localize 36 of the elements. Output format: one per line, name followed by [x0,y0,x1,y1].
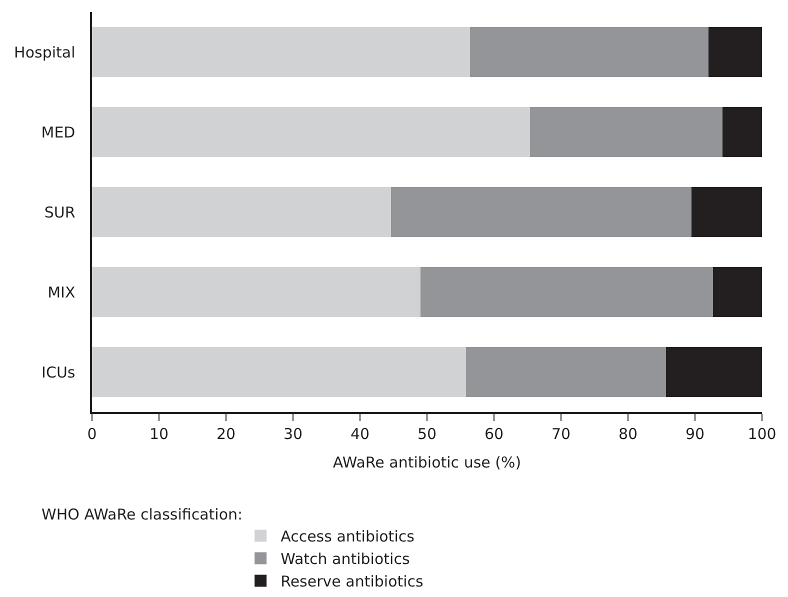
bar [708,27,762,77]
x-tick-label: 80 [618,424,638,443]
y-tick-label: MED [41,123,76,142]
bar [92,347,466,397]
bar [530,107,722,157]
y-tick-label: SUR [44,203,76,222]
bar [713,267,762,317]
bar [390,187,692,237]
bar [92,27,470,77]
bar [92,187,391,237]
y-tick-label: ICUs [42,363,76,382]
x-tick-label: 0 [87,424,97,443]
bar [692,187,762,237]
x-axis-title: AWaRe antibiotic use (%) [332,453,522,472]
bar [92,267,420,317]
bar [722,107,762,157]
x-tick-label: 20 [216,424,236,443]
x-tick-label: 10 [149,424,169,443]
y-tick-label: Hospital [14,43,76,62]
legend-title: WHO AWaRe classification: [42,506,243,524]
legend-label: Access antibiotics [280,528,415,546]
bar [92,107,530,157]
y-tick-label: MIX [48,283,76,302]
bar [470,27,708,77]
x-tick-label: 90 [685,424,705,443]
bar [466,347,666,397]
x-tick-label: 70 [551,424,571,443]
x-tick-label: 40 [350,424,370,443]
legend-label: Reserve antibiotics [280,572,424,591]
x-tick-label: 100 [748,424,776,443]
legend-label: Watch antibiotics [280,550,410,568]
bar [420,267,714,317]
bar [666,347,762,397]
x-tick-label: 50 [417,424,437,443]
x-tick-label: 60 [484,424,504,443]
x-tick-label: 30 [283,424,303,443]
